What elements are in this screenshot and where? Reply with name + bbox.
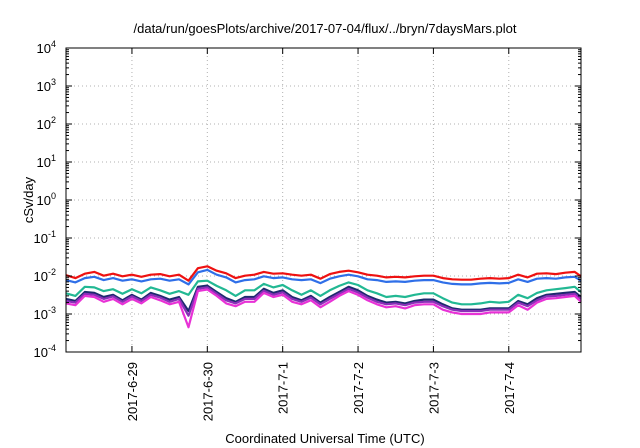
series-lines [65, 265, 582, 329]
series-line-5 [65, 286, 582, 317]
y-tick-label: 102 [37, 115, 56, 132]
y-tick-label: 100 [37, 191, 56, 208]
y-tick-label: 101 [37, 153, 56, 170]
x-tick-label: 2017-7-2 [351, 362, 366, 414]
x-tick-label: 2017-6-30 [200, 362, 215, 421]
series-line-1 [65, 265, 582, 282]
x-tick-label: 2017-7-3 [426, 362, 441, 414]
x-tick-label: 2017-7-1 [276, 362, 291, 414]
series-line-6 [65, 288, 582, 329]
series-line-2 [65, 268, 582, 286]
y-tick-label: 10-4 [34, 343, 56, 360]
y-tick-label: 103 [37, 77, 56, 94]
chart-title: /data/run/goesPlots/archive/2017-07-04/f… [134, 21, 517, 36]
y-tick-label: 104 [37, 39, 56, 56]
y-tick-label: 10-3 [34, 305, 56, 322]
y-axis: 10-4 10-3 10-2 10-1 100 101 102 103 104 [34, 39, 581, 360]
x-tick-label: 2017-7-4 [502, 362, 517, 414]
x-axis: 2017-6-29 2017-6-30 2017-7-1 2017-7-2 2017-7… [125, 48, 517, 421]
series-line-3 [65, 279, 582, 306]
x-tick-label: 2017-6-29 [125, 362, 140, 421]
y-axis-label: cSv/day [21, 176, 36, 223]
y-tick-label: 10-2 [34, 267, 56, 284]
x-axis-label: Coordinated Universal Time (UTC) [225, 431, 424, 446]
grid-lines [66, 48, 581, 352]
series-line-4 [65, 284, 582, 313]
y-tick-label: 10-1 [34, 229, 56, 246]
